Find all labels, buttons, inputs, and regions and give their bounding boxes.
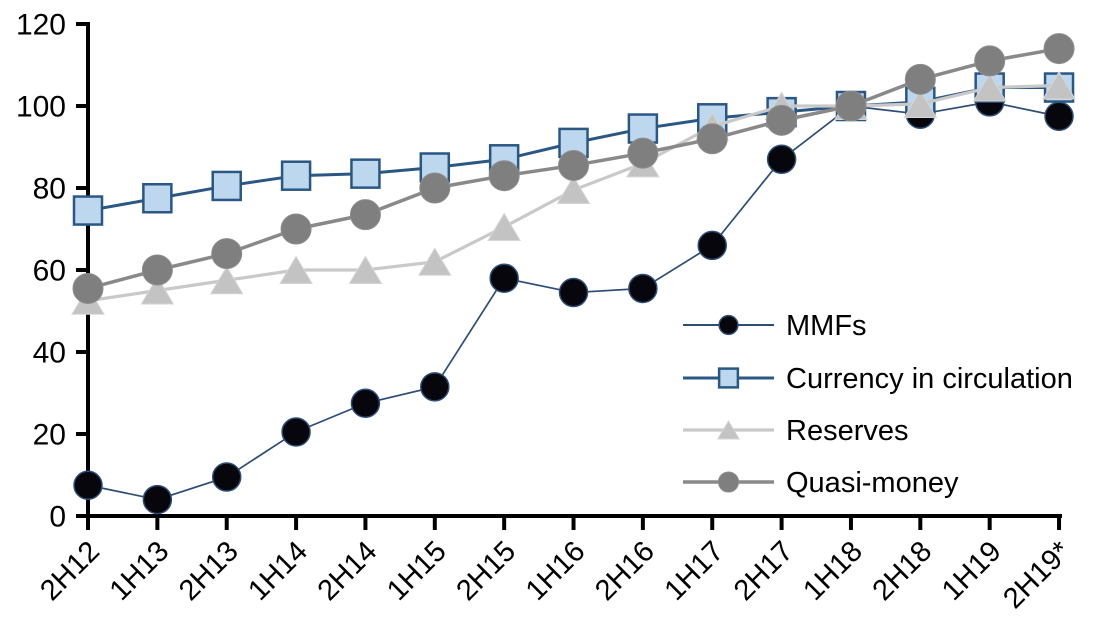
series-mmfs-marker (558, 277, 589, 308)
x-axis-tick-label: 2H16 (589, 535, 661, 607)
series-quasi-money-marker (1043, 33, 1075, 65)
y-axis-tick-label: 20 (33, 419, 66, 452)
legend-item-mmfs: MMFs (683, 310, 867, 342)
series-reserves-marker (487, 212, 522, 241)
legend-marker-currency-in-circulation (717, 367, 740, 389)
series-quasi-money-marker (349, 199, 381, 231)
series-quasi-money-marker (280, 213, 312, 245)
series-reserves-marker (972, 73, 1007, 102)
series-reserves-marker (209, 265, 244, 295)
series-currency-in-circulation-marker (72, 195, 104, 226)
series-mmfs-marker (142, 484, 173, 515)
y-axis-tick-label: 80 (33, 173, 66, 206)
series-quasi-money-marker (766, 104, 798, 136)
series-currency-in-circulation-marker (280, 160, 312, 191)
series-mmfs-marker (489, 263, 519, 293)
legend-label-currency-in-circulation: Currency in circulation (786, 363, 1073, 395)
x-axis-tick-label: 2H13 (173, 535, 245, 607)
series-mmfs-marker (697, 230, 727, 261)
legend: MMFs Currency in circulation Reserves Quasi… (683, 310, 1073, 499)
x-axis-tick-label: 1H19 (936, 535, 1008, 607)
legend-marker-quasi-money (717, 471, 740, 493)
series-mmfs-marker (420, 372, 450, 402)
series-quasi-money-marker (558, 149, 590, 181)
series-quasi-money-marker (488, 160, 520, 192)
legend-label-quasi-money: Quasi-money (786, 467, 959, 499)
y-axis-tick-label: 40 (33, 337, 66, 370)
series-quasi-money (72, 33, 1075, 304)
series-reserves-marker (417, 247, 452, 276)
y-axis-tick-label: 120 (16, 9, 66, 42)
x-axis-tick-label: 1H16 (520, 535, 592, 607)
series-mmfs-marker (281, 417, 311, 447)
series-quasi-money-marker (419, 172, 451, 204)
series-reserves-marker (279, 255, 313, 284)
series-mmfs-marker (766, 144, 797, 175)
x-axis-tick-label: 1H18 (797, 535, 869, 607)
series-quasi-money-marker (835, 90, 867, 122)
y-axis-tick-label: 60 (33, 255, 66, 288)
legend-item-currency-in-circulation: Currency in circulation (683, 363, 1073, 395)
series-reserves-marker (348, 255, 383, 284)
x-axis-tick-label: 2H17 (728, 535, 800, 607)
x-axis-tick-label: 2H12 (34, 535, 106, 607)
series-quasi-money-marker (904, 63, 936, 95)
x-axis-tick-label: 1H17 (659, 535, 731, 607)
x-axis-tick-label: 2H14 (312, 535, 384, 607)
y-axis-tick-label: 0 (49, 501, 66, 534)
series-reserves-marker (903, 89, 938, 118)
series-currency-in-circulation-marker (211, 170, 242, 202)
series-quasi-money-marker (627, 137, 659, 169)
series-reserves-marker (140, 276, 175, 305)
series-mmfs-marker (73, 470, 103, 500)
legend-label-reserves: Reserves (786, 415, 909, 447)
series-currency-in-circulation-marker (350, 158, 381, 189)
series-mmfs-marker (211, 462, 242, 492)
legend-item-reserves: Reserves (683, 415, 909, 447)
series-mmfs-marker (628, 273, 658, 304)
series-mmfs-marker (1044, 101, 1074, 131)
series-reserves-marker (556, 175, 591, 205)
legend-label-mmfs: MMFs (786, 310, 867, 342)
x-axis-tick-label: 2H19* (997, 535, 1077, 615)
series-quasi-money-marker (141, 254, 173, 286)
x-axis-tick-label: 1H14 (242, 535, 314, 607)
series-quasi-money-marker (211, 238, 243, 270)
legend-marker-reserves (716, 419, 741, 440)
series-reserves-marker (1042, 71, 1076, 100)
legend-marker-mmfs (718, 314, 739, 336)
series-currency-in-circulation-marker (142, 183, 173, 214)
x-axis-tick-label: 2H15 (450, 535, 522, 607)
x-axis-tick-label: 1H13 (104, 535, 176, 607)
legend-item-quasi-money: Quasi-money (683, 467, 959, 499)
series-quasi-money-marker (974, 45, 1006, 77)
x-axis-tick-label: 1H15 (381, 535, 453, 607)
series-mmfs-marker (350, 388, 381, 418)
series-quasi-money-marker (696, 123, 728, 155)
y-axis-tick-label: 100 (16, 91, 66, 124)
series-quasi-money-marker (72, 272, 104, 304)
x-axis-tick-label: 2H18 (867, 535, 939, 607)
